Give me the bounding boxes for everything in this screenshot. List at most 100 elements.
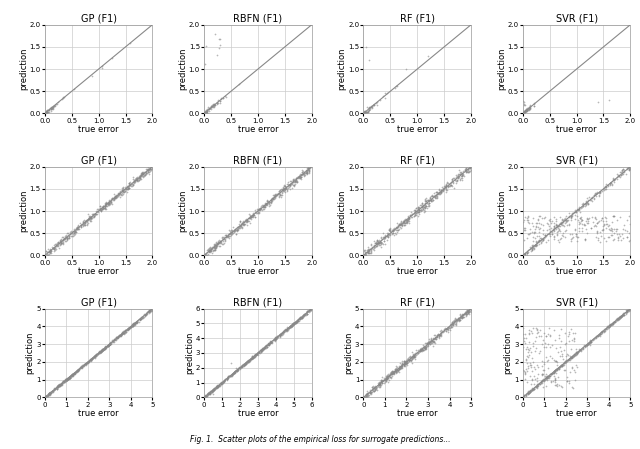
Point xyxy=(131,176,141,184)
Point xyxy=(360,110,370,117)
Point xyxy=(367,103,377,110)
Point xyxy=(395,365,405,372)
Point xyxy=(524,329,534,336)
Point xyxy=(370,387,380,394)
Point xyxy=(239,219,249,226)
Point xyxy=(243,358,253,365)
Point xyxy=(549,369,559,376)
Point xyxy=(50,244,60,251)
Point xyxy=(84,357,94,365)
Point xyxy=(399,358,410,365)
Point xyxy=(617,312,627,319)
Point xyxy=(83,211,93,218)
Point xyxy=(566,212,577,219)
Point xyxy=(396,217,406,224)
Point xyxy=(440,184,450,191)
Point xyxy=(552,224,563,231)
Point xyxy=(285,323,295,330)
Point xyxy=(443,184,453,191)
Point xyxy=(415,348,426,355)
Point xyxy=(63,374,74,381)
Point xyxy=(126,323,136,330)
Point xyxy=(120,185,131,192)
Point xyxy=(132,319,142,326)
Point xyxy=(97,62,108,69)
Point xyxy=(47,387,57,395)
Point xyxy=(547,342,557,349)
Point xyxy=(237,220,247,227)
Point xyxy=(134,316,145,323)
Point xyxy=(129,320,140,327)
Point xyxy=(371,385,381,392)
Point xyxy=(130,319,140,326)
Point xyxy=(56,239,66,247)
Point xyxy=(417,203,427,211)
Point xyxy=(441,328,451,335)
Point xyxy=(300,312,310,319)
Point xyxy=(200,252,211,259)
Point xyxy=(529,385,540,392)
Point xyxy=(81,217,92,224)
Point xyxy=(278,329,288,336)
Point xyxy=(122,185,132,193)
Point xyxy=(612,216,623,224)
Point xyxy=(520,106,531,114)
Point xyxy=(458,311,468,318)
Point xyxy=(518,101,529,108)
Point xyxy=(102,342,113,349)
Point xyxy=(103,201,113,208)
Point xyxy=(530,375,540,383)
Point xyxy=(445,182,455,189)
Point xyxy=(385,231,396,238)
Point xyxy=(451,320,461,327)
Point xyxy=(403,212,413,220)
Point xyxy=(547,228,557,235)
Point xyxy=(63,232,74,239)
Point xyxy=(278,328,289,335)
Point xyxy=(135,176,145,183)
Point xyxy=(520,331,530,338)
Point xyxy=(518,107,529,114)
Point xyxy=(200,393,210,400)
Point xyxy=(117,191,127,198)
Point xyxy=(265,340,275,347)
Point xyxy=(610,317,620,324)
Point xyxy=(533,382,543,389)
Point xyxy=(614,313,625,320)
Point xyxy=(44,250,54,257)
Point xyxy=(456,313,466,320)
Point xyxy=(69,370,79,377)
Point xyxy=(520,340,530,347)
Point xyxy=(412,350,422,357)
Point xyxy=(275,187,285,194)
Point xyxy=(302,168,312,175)
Point xyxy=(430,334,440,341)
Point xyxy=(522,234,532,241)
Point xyxy=(258,204,268,211)
Point xyxy=(305,307,316,314)
Point xyxy=(225,372,236,379)
Point xyxy=(536,379,547,387)
Point xyxy=(617,230,627,238)
Point xyxy=(43,245,53,252)
Point xyxy=(275,331,285,339)
Point xyxy=(140,311,150,318)
Point xyxy=(366,242,376,249)
Point xyxy=(402,358,412,365)
Point xyxy=(394,368,404,375)
Point xyxy=(385,226,396,233)
Point xyxy=(390,370,401,377)
Point xyxy=(216,381,226,388)
Point xyxy=(367,104,377,111)
Point xyxy=(527,375,538,382)
Point xyxy=(529,364,540,371)
Point xyxy=(268,194,278,201)
Point xyxy=(412,209,422,216)
Point xyxy=(81,359,92,366)
Point xyxy=(565,354,575,361)
Point xyxy=(258,344,268,352)
Point xyxy=(96,207,106,215)
Point xyxy=(520,102,531,109)
Point xyxy=(202,109,212,116)
Point xyxy=(76,365,86,372)
